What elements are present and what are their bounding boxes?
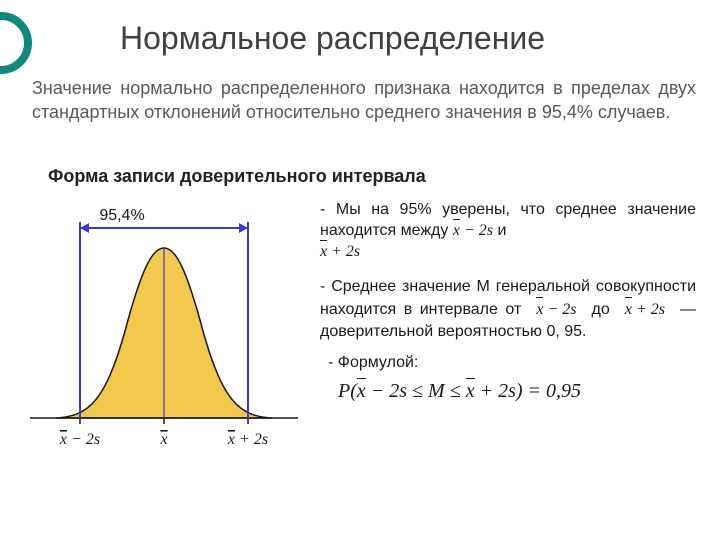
confidence-statement-2: - Среднее значение M генеральной совокуп… (320, 276, 696, 343)
text: и (497, 222, 506, 239)
page-title: Нормальное распределение (120, 20, 545, 57)
explanation-panel: - Мы на 95% уверены, что среднее значени… (320, 200, 696, 403)
formula-label: - Формулой: (328, 354, 696, 372)
math-expr: x − 2s (536, 299, 576, 321)
svg-text:x: x (159, 431, 167, 448)
subtitle: Форма записи доверительного интервала (48, 166, 426, 187)
math-expr: x − 2s (453, 221, 493, 242)
text: - Мы на 95% уверены, что среднее значени… (320, 201, 696, 239)
text: до (592, 301, 610, 318)
bell-curve-chart: 95,4% x − 2s x x + 2s (20, 200, 308, 460)
bell-curve-svg: 95,4% x − 2s x x + 2s (20, 200, 308, 460)
svg-text:x + 2s: x + 2s (227, 431, 268, 448)
math-expr: x + 2s (320, 242, 360, 263)
confidence-statement-1: - Мы на 95% уверены, что среднее значени… (320, 200, 696, 262)
probability-formula: P(x − 2s ≤ M ≤ x + 2s) = 0,95 (338, 380, 696, 403)
circle-decoration (0, 12, 32, 74)
intro-paragraph: Значение нормально распределенного призн… (32, 76, 696, 125)
svg-text:x − 2s: x − 2s (59, 431, 100, 448)
svg-text:95,4%: 95,4% (99, 207, 144, 224)
math-expr: x + 2s (625, 299, 665, 321)
